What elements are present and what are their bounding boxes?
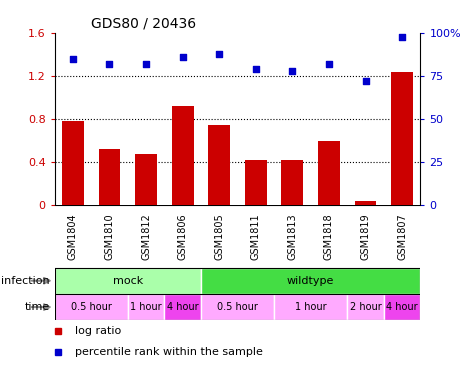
Text: 4 hour: 4 hour (386, 302, 418, 312)
Bar (318, 141, 340, 205)
Text: 0.5 hour: 0.5 hour (217, 302, 258, 312)
Point (289, 68, 296, 74)
Bar (354, 201, 377, 205)
Text: GSM1805: GSM1805 (214, 213, 224, 260)
Bar (274, 294, 347, 320)
Text: 1 hour: 1 hour (295, 302, 326, 312)
Bar (391, 72, 413, 205)
Text: GSM1804: GSM1804 (68, 213, 78, 260)
Text: time: time (25, 302, 50, 312)
Text: 0.5 hour: 0.5 hour (71, 302, 112, 312)
Bar (384, 294, 420, 320)
Text: wildtype: wildtype (287, 276, 334, 286)
Bar (128, 294, 164, 320)
Bar (98, 149, 121, 205)
Point (69, 56, 77, 62)
Point (105, 61, 113, 67)
Bar (201, 268, 420, 294)
Text: GSM1807: GSM1807 (397, 213, 407, 260)
Text: infection: infection (1, 276, 50, 286)
Text: GSM1818: GSM1818 (324, 213, 334, 260)
Text: 1 hour: 1 hour (130, 302, 162, 312)
Bar (164, 294, 201, 320)
Text: percentile rank within the sample: percentile rank within the sample (75, 347, 263, 357)
Text: GSM1812: GSM1812 (141, 213, 151, 260)
Text: 4 hour: 4 hour (167, 302, 199, 312)
Text: GSM1819: GSM1819 (361, 213, 370, 260)
Point (398, 34, 406, 40)
Bar (171, 107, 194, 205)
Point (216, 51, 223, 57)
Text: GSM1806: GSM1806 (178, 213, 188, 260)
Bar (62, 122, 84, 205)
Bar (55, 268, 201, 294)
Bar (55, 294, 128, 320)
Bar (208, 125, 230, 205)
Text: GSM1811: GSM1811 (251, 213, 261, 260)
Point (179, 55, 186, 60)
Point (252, 67, 259, 72)
Bar (281, 160, 304, 205)
Text: GSM1813: GSM1813 (287, 213, 297, 260)
Point (362, 79, 370, 85)
Text: mock: mock (113, 276, 143, 286)
Text: 2 hour: 2 hour (350, 302, 381, 312)
Bar (347, 294, 384, 320)
Bar (135, 154, 157, 205)
Bar (245, 160, 267, 205)
Text: GDS80 / 20436: GDS80 / 20436 (91, 17, 196, 31)
Point (325, 61, 332, 67)
Bar (201, 294, 274, 320)
Text: GSM1810: GSM1810 (104, 213, 114, 260)
Text: log ratio: log ratio (75, 326, 121, 336)
Point (142, 61, 150, 67)
